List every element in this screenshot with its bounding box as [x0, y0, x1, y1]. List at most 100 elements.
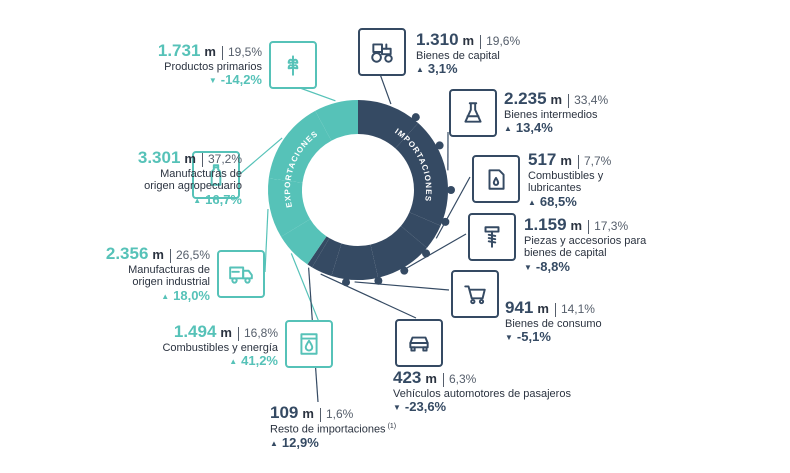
change-value: 3,1% [427, 61, 458, 77]
category-name: origen agropecuario [60, 180, 242, 193]
category-moi: 2.356 m 26,5% Manufacturas de origen industr… [60, 244, 210, 304]
slice-capital [358, 100, 419, 149]
change-label: ▼ -23,6% [393, 399, 571, 415]
category-capital: 1.310 m 19,6% Bienes de capital ▲ 3,1% [416, 30, 520, 77]
share-label: 19,5% [221, 45, 262, 60]
value-unit: m [537, 301, 549, 316]
leader-line-piezas [405, 233, 467, 269]
category-vehiculos: 423 m 6,3% Vehículos automotores de pasajer… [393, 368, 571, 415]
change-value: -14,2% [220, 72, 262, 88]
category-name-line: Piezas y accesorios para [524, 234, 647, 247]
value-unit: m [425, 371, 437, 386]
value-number: 1.159 [524, 215, 567, 234]
leader-line-moi [264, 209, 269, 273]
value-unit: m [570, 218, 583, 233]
category-name-line: Combustibles y [528, 169, 604, 182]
value-label: 1.310 m [416, 30, 474, 50]
screw-icon [468, 213, 516, 261]
category-name-line: lubricantes [528, 182, 582, 195]
share-label: 14,1% [554, 302, 595, 317]
arrow-down-icon: ▼ [208, 76, 217, 86]
slice-primarios [315, 100, 358, 141]
category-piezas: 1.159 m 17,3% Piezas y accesorios para biene… [524, 215, 646, 275]
category-name: origen industrial [60, 276, 210, 289]
share-label: 7,7% [577, 154, 611, 169]
category-name-line: bienes de capital [524, 247, 607, 260]
share-label: 6,3% [442, 372, 476, 387]
arrow-up-icon: ▲ [528, 197, 536, 207]
arrow-up-icon: ▲ [504, 124, 512, 134]
category-name: Manufacturas de [60, 264, 210, 277]
arrow-up-icon: ▲ [416, 65, 424, 75]
arrow-down-icon: ▼ [524, 262, 532, 272]
value-number: 1.310 [416, 30, 459, 49]
value-label: 2.235 m [504, 89, 562, 109]
value-number: 109 [270, 403, 299, 422]
category-name: Vehículos automotores de pasajeros [393, 388, 571, 401]
notch-0 [411, 113, 420, 122]
category-name: Bienes de consumo [505, 318, 602, 331]
notch-1 [435, 141, 444, 150]
category-name-line: Manufacturas de [128, 263, 210, 276]
value-number: 1.494 [173, 322, 217, 341]
change-value: 13,4% [515, 120, 553, 136]
leader-line-consumo [354, 281, 450, 291]
category-moa: 3.301 m 37,2% Manufacturas de origen agropec… [60, 148, 242, 208]
category-name-line: Resto de importaciones [270, 423, 386, 436]
value-unit: m [184, 151, 196, 166]
category-name: lubricantes [528, 182, 611, 195]
value-unit: m [152, 247, 164, 262]
notch-2 [447, 186, 455, 194]
arrow-up-icon: ▲ [193, 195, 202, 205]
change-label: ▲ 12,9% [270, 434, 396, 451]
value-unit: m [302, 406, 314, 421]
value-unit: m [220, 325, 232, 340]
value-unit: m [560, 153, 572, 168]
leader-line-capital [379, 73, 392, 105]
slice-combustibles_imp [400, 212, 441, 248]
category-name-line: Vehículos automotores de pasajeros [393, 387, 571, 400]
value-label: 1.731 m [158, 41, 216, 61]
fuel-drop-icon [285, 320, 333, 368]
category-name-line: Bienes de capital [416, 49, 500, 62]
change-label: ▲ 18,0% [60, 287, 210, 304]
change-value: -23,6% [404, 399, 447, 415]
value-number: 423 [393, 368, 422, 387]
category-name: Piezas y accesorios para [524, 235, 646, 248]
category-name-line: origen agropecuario [144, 180, 242, 193]
share-label: 1,6% [319, 407, 353, 422]
category-name-line: Manufacturas de [160, 167, 242, 180]
slice-piezas [370, 225, 427, 278]
slice-resto [307, 236, 330, 268]
share-label: 16,8% [237, 326, 278, 341]
value-number: 2.356 [105, 244, 149, 263]
footnote-marker: (1) [387, 422, 397, 430]
slice-combustibles_exp [281, 219, 327, 265]
value-number: 941 [505, 298, 534, 317]
category-consumo: 941 m 14,1% Bienes de consumo ▼ -5,1% [505, 298, 602, 345]
arrow-down-icon: ▼ [505, 333, 513, 343]
change-label: ▲ 68,5% [528, 194, 611, 210]
change-label: ▲ 16,7% [60, 192, 242, 208]
flask-icon [449, 89, 497, 137]
category-name-line: Bienes intermedios [504, 108, 598, 121]
cart-icon [451, 270, 499, 318]
change-label: ▼ -14,2% [140, 72, 262, 88]
slice-moi [268, 178, 311, 237]
arrow-up-icon: ▲ [161, 291, 170, 301]
change-value: 12,9% [281, 434, 319, 450]
oil-can-icon [472, 155, 520, 203]
category-name: bienes de capital [524, 247, 646, 260]
category-primarios: 1.731 m 19,5% Productos primarios ▼ -14,2% [140, 41, 262, 88]
leader-line-primarios [299, 87, 336, 102]
value-label: 423 m [393, 368, 437, 388]
category-name-line: Combustibles y energía [162, 341, 278, 354]
category-name: Manufacturas de [60, 168, 242, 181]
tractor-icon [358, 28, 406, 76]
change-label: ▼ -5,1% [505, 329, 602, 345]
change-value: 18,0% [173, 287, 210, 303]
value-number: 1.731 [157, 41, 201, 60]
category-name: Productos primarios [140, 61, 262, 74]
